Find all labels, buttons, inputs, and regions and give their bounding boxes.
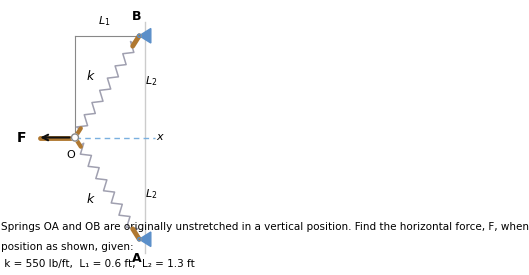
Text: Springs OA and OB are originally unstretched in a vertical position. Find the ho: Springs OA and OB are originally unstret… <box>2 222 529 232</box>
Text: k = 550 lb/ft,  L₁ = 0.6 ft,  L₂ = 1.3 ft: k = 550 lb/ft, L₁ = 0.6 ft, L₂ = 1.3 ft <box>2 259 195 269</box>
Text: $\mathit{L}_1$: $\mathit{L}_1$ <box>98 14 111 28</box>
Circle shape <box>71 134 78 141</box>
Circle shape <box>138 34 141 37</box>
Circle shape <box>138 238 141 241</box>
Text: O: O <box>67 150 75 160</box>
Text: x: x <box>156 133 162 142</box>
Text: position as shown, given:: position as shown, given: <box>2 243 134 252</box>
Text: A: A <box>132 252 141 265</box>
Text: F: F <box>17 131 26 144</box>
Text: $\mathit{L}_2$: $\mathit{L}_2$ <box>145 187 158 201</box>
Text: B: B <box>132 10 141 23</box>
Text: $\mathit{L}_2$: $\mathit{L}_2$ <box>145 74 158 88</box>
Polygon shape <box>139 232 151 246</box>
Text: $\mathit{k}$: $\mathit{k}$ <box>86 69 96 82</box>
Text: $\mathit{k}$: $\mathit{k}$ <box>86 192 96 206</box>
Polygon shape <box>139 29 151 43</box>
